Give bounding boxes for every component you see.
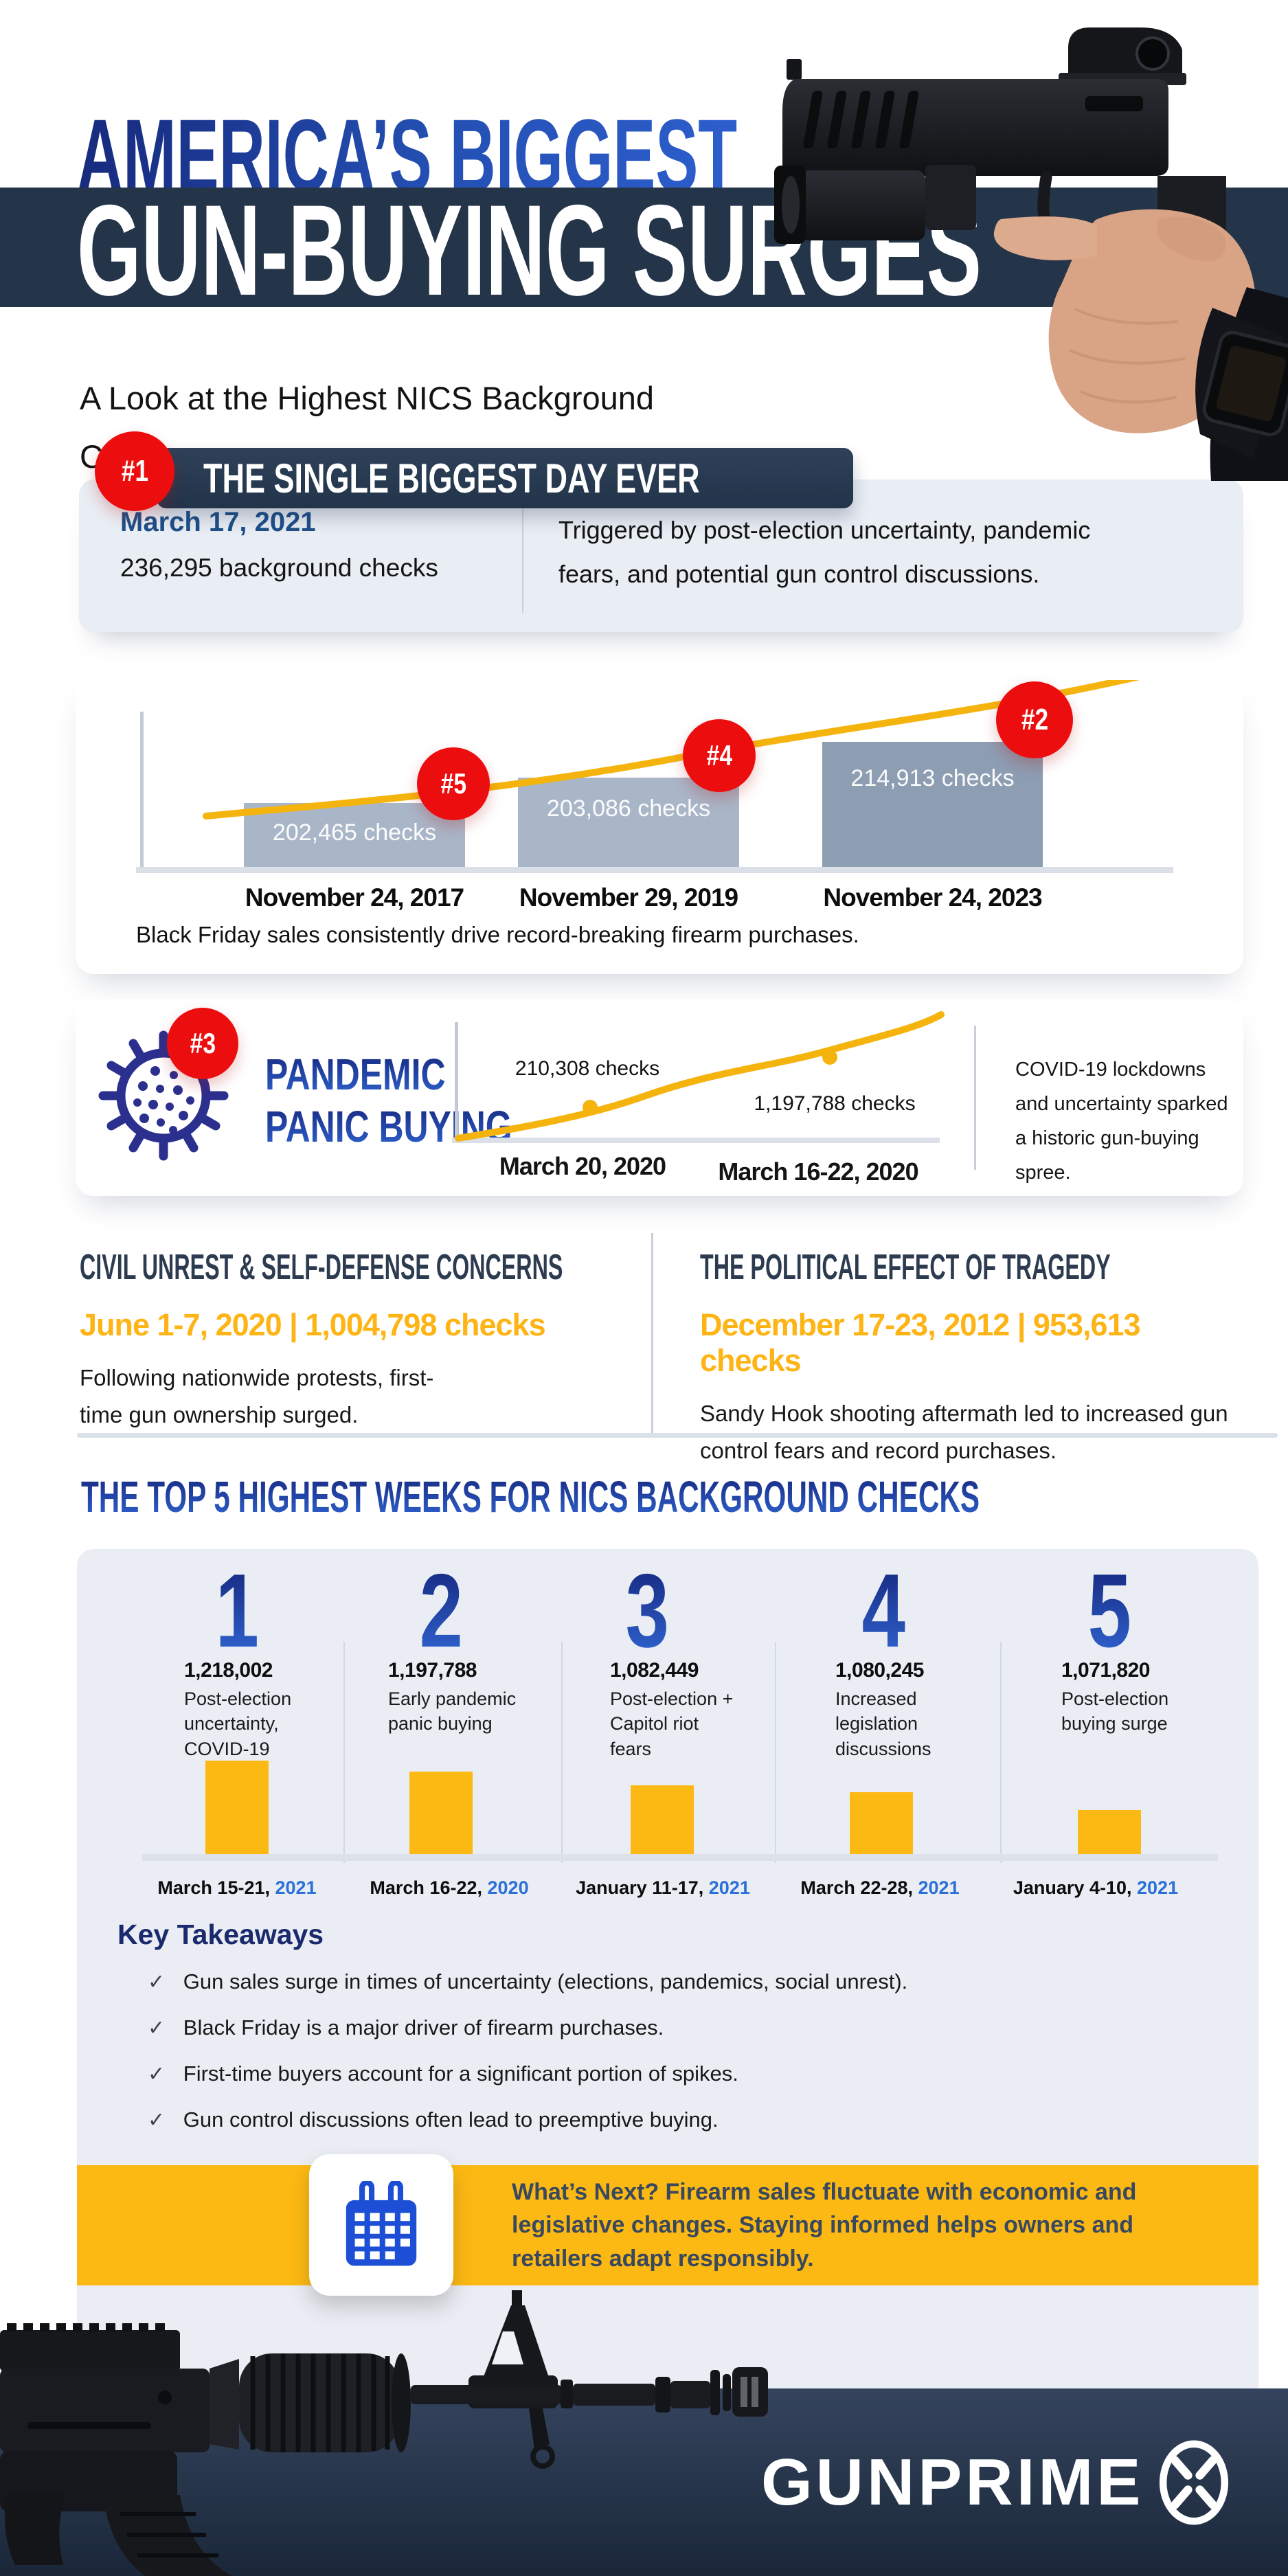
takeaway-item: ✓ Gun sales surge in times of uncertaint…	[148, 1969, 908, 1993]
top5-rank-4: 4	[861, 1552, 905, 1669]
top5-col-divider	[561, 1642, 563, 1863]
event-stat: December 17-23, 2012 | 953,613 checks	[700, 1307, 1141, 1378]
top5-col-divider	[775, 1642, 776, 1863]
bf-rank4-badge: #4	[683, 719, 756, 792]
event-heading: THE POLITICAL EFFECT OF TRAGEDY	[700, 1247, 1111, 1287]
rifle-photo	[0, 2290, 768, 2576]
top5-bar-3	[631, 1785, 694, 1854]
top5-rank-1: 1	[215, 1552, 259, 1669]
calendar-icon	[346, 2181, 417, 2266]
check-icon: ✓	[148, 2017, 166, 2040]
top5-date-3: January 11-17, 2021	[576, 1877, 750, 1898]
footer-brand-icon	[1160, 2440, 1229, 2525]
event-description: Sandy Hook shooting aftermath led to inc…	[700, 1401, 1228, 1464]
bf-rank2-badge: #2	[996, 681, 1073, 758]
pandemic-y-axis	[455, 1022, 458, 1140]
pandemic-line-chart	[455, 1011, 945, 1142]
pandemic-rank-badge: #3	[167, 1008, 238, 1079]
key-takeaways-title: Key Takeaways	[117, 1919, 324, 1950]
bf-baseline	[136, 867, 1173, 873]
bf-rank5-badge: #5	[417, 747, 490, 820]
event-heading: CIVIL UNREST & SELF-DEFENSE CONCERNS	[80, 1247, 563, 1287]
top5-desc-1: Post-election uncertainty, COVID-19	[184, 1688, 292, 1759]
bf-bar-2: 203,086 checks	[518, 778, 739, 867]
top5-title: THE TOP 5 HIGHEST WEEKS FOR NICS BACKGRO…	[81, 1472, 980, 1522]
top5-value-5: 1,071,820	[1061, 1659, 1150, 1682]
bf-bar-2-label: 203,086 checks	[546, 795, 711, 822]
rank1-description: Triggered by post-election uncertainty, …	[558, 516, 1091, 589]
rank1-bar: THE SINGLE BIGGEST DAY EVER	[157, 448, 853, 508]
rank1-divider	[522, 499, 523, 613]
whats-next-text: What’s Next? Firearm sales fluctuate wit…	[512, 2179, 1137, 2272]
rank1-stat: 236,295 background checks	[120, 554, 438, 582]
pandemic-description: COVID-19 lockdowns and uncertainty spark…	[1015, 1059, 1228, 1184]
check-icon: ✓	[148, 2063, 166, 2086]
pistol-photo	[774, 27, 1288, 481]
whats-next-banner	[77, 2165, 1258, 2285]
pandemic-point1-value: 210,308 checks	[515, 1057, 660, 1080]
check-icon: ✓	[148, 1971, 166, 1993]
top5-value-1: 1,218,002	[184, 1659, 273, 1682]
top5-rank-5: 5	[1087, 1552, 1131, 1669]
event-civil-unrest: CIVIL UNREST & SELF-DEFENSE CONCERNS Jun…	[80, 1247, 622, 1434]
rank1-date: March 17, 2021	[120, 507, 316, 537]
pandemic-divider	[974, 1026, 976, 1170]
pandemic-card: PANDEMIC PANIC BUYING 210,308 checks 1,1…	[76, 999, 1243, 1196]
top5-bar-1	[205, 1761, 269, 1854]
footer-brand-text: GUNPRIME	[761, 2445, 1144, 2519]
bf-caption: Black Friday sales consistently drive re…	[136, 922, 859, 947]
top5-bar-4	[850, 1792, 913, 1854]
top5-value-4: 1,080,245	[835, 1659, 924, 1682]
top5-value-2: 1,197,788	[388, 1659, 477, 1682]
top5-col-divider	[343, 1642, 345, 1863]
event-stat: June 1-7, 2020 | 1,004,798 checks	[80, 1307, 546, 1342]
top5-col-divider	[1000, 1642, 1002, 1863]
bf-bar-1: 202,465 checks	[244, 803, 465, 867]
top5-bar-2	[409, 1772, 473, 1854]
calendar-card	[309, 2154, 453, 2296]
top5-desc-5: Post-election buying surge	[1061, 1688, 1169, 1735]
top5-baseline	[142, 1854, 1218, 1861]
event-tragedy: THE POLITICAL EFFECT OF TRAGEDY December…	[700, 1247, 1243, 1470]
event-description: Following nationwide protests, first-tim…	[80, 1365, 434, 1428]
top5-value-3: 1,082,449	[610, 1659, 699, 1682]
bf-y-axis	[140, 712, 144, 870]
rank1-bar-title: THE SINGLE BIGGEST DAY EVER	[203, 455, 700, 501]
bf-date-2: November 29, 2019	[519, 883, 738, 912]
top5-date-1: March 15-21, 2021	[157, 1877, 317, 1898]
takeaway-item: ✓ First-time buyers account for a signif…	[148, 2061, 738, 2086]
top5-desc-2: Early pandemic panic buying	[388, 1688, 517, 1735]
pandemic-point1-date: March 20, 2020	[499, 1152, 666, 1180]
top5-rank-2: 2	[419, 1552, 463, 1669]
takeaway-item: ✓ Gun control discussions often lead to …	[148, 2108, 719, 2132]
top5-desc-4: Increased legislation discussions	[835, 1688, 931, 1759]
lower-gray-panel: 1 2 3 4 5 1,218,002 Post-election uncert…	[77, 1549, 1258, 2388]
footer-logo: GUNPRIME	[761, 2440, 1230, 2525]
top5-date-4: March 22-28, 2021	[800, 1877, 960, 1898]
events-divider	[651, 1233, 653, 1434]
check-icon: ✓	[148, 2109, 166, 2132]
bf-bar-3-label: 214,913 checks	[850, 765, 1015, 791]
bf-bar-1-label: 202,465 checks	[272, 820, 437, 846]
takeaway-item: ✓ Black Friday is a major driver of fire…	[148, 2015, 664, 2040]
bf-date-1: November 24, 2017	[245, 883, 464, 912]
top5-desc-3: Post-election + Capitol riot fears	[610, 1688, 734, 1759]
top5-date-2: March 16-22, 2020	[370, 1877, 529, 1898]
top5-rank-3: 3	[625, 1552, 669, 1669]
bf-date-3: November 24, 2023	[823, 883, 1042, 912]
pandemic-baseline	[452, 1138, 940, 1143]
top5-bar-5	[1078, 1810, 1141, 1854]
section-divider	[77, 1433, 1278, 1438]
pandemic-point2-date: March 16-22, 2020	[718, 1157, 918, 1186]
bf-bar-3: 214,913 checks	[822, 742, 1043, 867]
rank1-badge: #1	[95, 431, 174, 511]
pandemic-point2-value: 1,197,788 checks	[754, 1092, 916, 1115]
pandemic-title: PANDEMIC PANIC BUYING	[265, 1049, 582, 1153]
top5-bar-strip	[77, 1744, 1258, 1854]
top5-date-5: January 4-10, 2021	[1013, 1877, 1179, 1898]
